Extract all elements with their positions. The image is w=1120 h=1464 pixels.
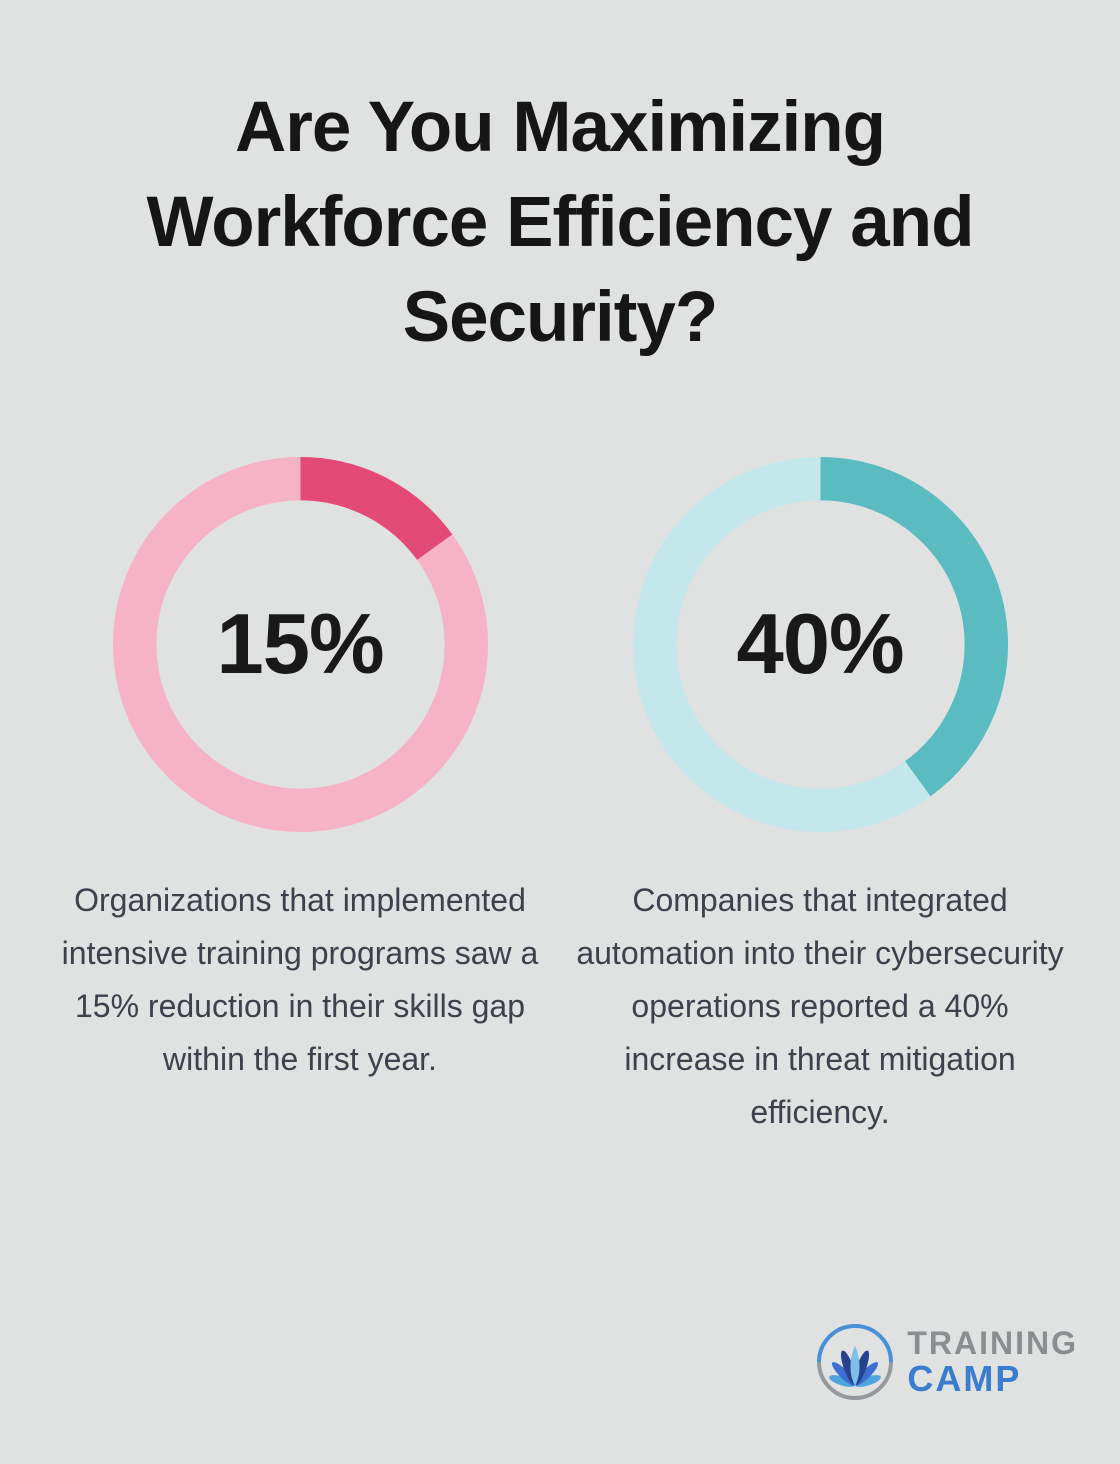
- lotus-flower-circle-icon: [815, 1322, 895, 1402]
- percent-value-label: 40%: [736, 596, 904, 692]
- donut-ring-40-percent: [632, 457, 1008, 832]
- brand-name-training: TRAINING: [907, 1325, 1078, 1361]
- percent-value-label: 15%: [216, 596, 384, 692]
- chart-column-skills-gap: 15% Organizations that implemented inten…: [40, 457, 560, 1139]
- donut-ring-15-percent: [112, 457, 488, 832]
- donut-chart-40-percent: 40%: [632, 457, 1008, 832]
- charts-row: 15% Organizations that implemented inten…: [40, 457, 1080, 1139]
- chart-description: Organizations that implemented intensive…: [61, 882, 539, 1077]
- donut-chart-15-percent: 15%: [112, 457, 488, 832]
- page-title: Are You Maximizing Workforce Efficiency …: [0, 0, 1120, 365]
- chart-description: Companies that integrated automation int…: [576, 882, 1064, 1130]
- page-title-line-1: Are You Maximizing: [234, 88, 886, 167]
- logo-wordmark: TRAINING CAMP: [907, 1326, 1078, 1398]
- page-title-line-2: Workforce Efficiency and: [146, 183, 975, 262]
- brand-name-camp: CAMP: [907, 1358, 1022, 1399]
- training-camp-logo: TRAINING CAMP: [815, 1322, 1078, 1402]
- page-title-line-3: Security?: [402, 278, 719, 357]
- chart-column-threat-mitigation: 40% Companies that integrated automation…: [560, 457, 1080, 1139]
